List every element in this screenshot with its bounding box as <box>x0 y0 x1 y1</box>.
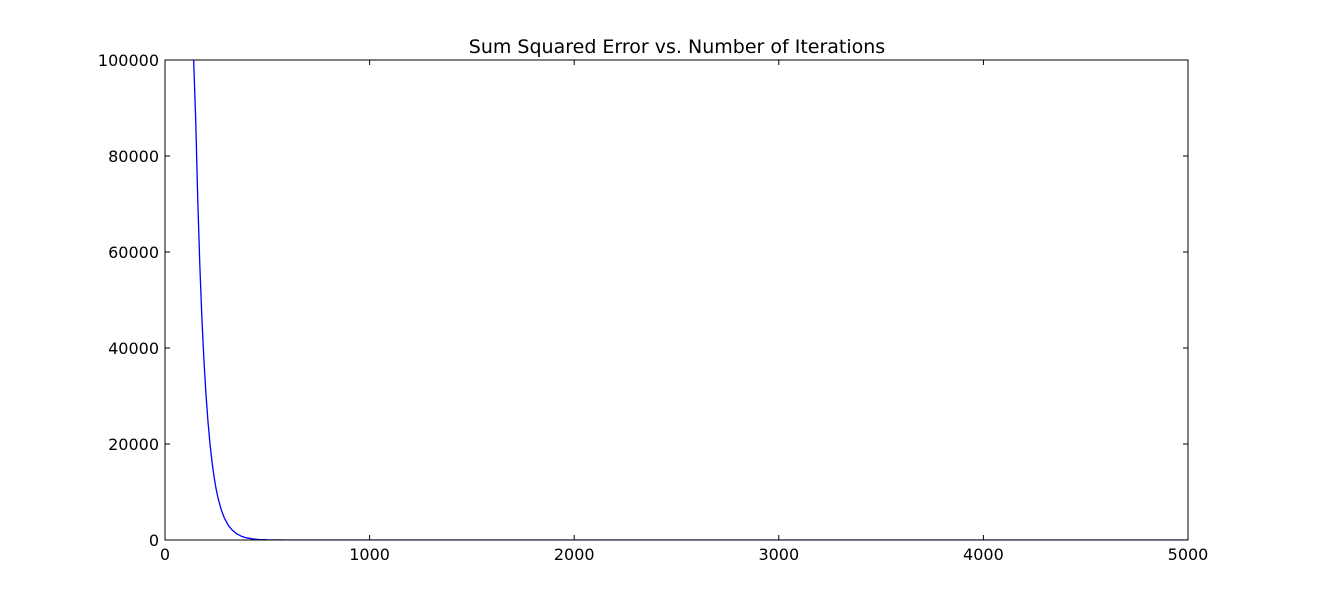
plot-area: 0 1000 2000 3000 4000 5000 0 20000 40000 60000 800… <box>98 51 1208 564</box>
y-tick-label: 80000 <box>108 147 159 166</box>
y-tick-label: 0 <box>149 531 159 550</box>
series-line-0 <box>192 60 1188 540</box>
y-tick-label: 40000 <box>108 339 159 358</box>
y-tick-label: 20000 <box>108 435 159 454</box>
y-tick-label: 60000 <box>108 243 159 262</box>
x-tick-label: 2000 <box>554 545 595 564</box>
x-tick-label: 1000 <box>349 545 390 564</box>
axes-frame <box>164 59 1189 541</box>
chart-title: Sum Squared Error vs. Number of Iteratio… <box>469 36 885 58</box>
x-tick-label: 3000 <box>758 545 799 564</box>
x-tick-label: 0 <box>160 545 170 564</box>
x-tick-label: 4000 <box>963 545 1004 564</box>
y-tick-label: 100000 <box>98 51 159 70</box>
x-tick-label: 5000 <box>1168 545 1209 564</box>
